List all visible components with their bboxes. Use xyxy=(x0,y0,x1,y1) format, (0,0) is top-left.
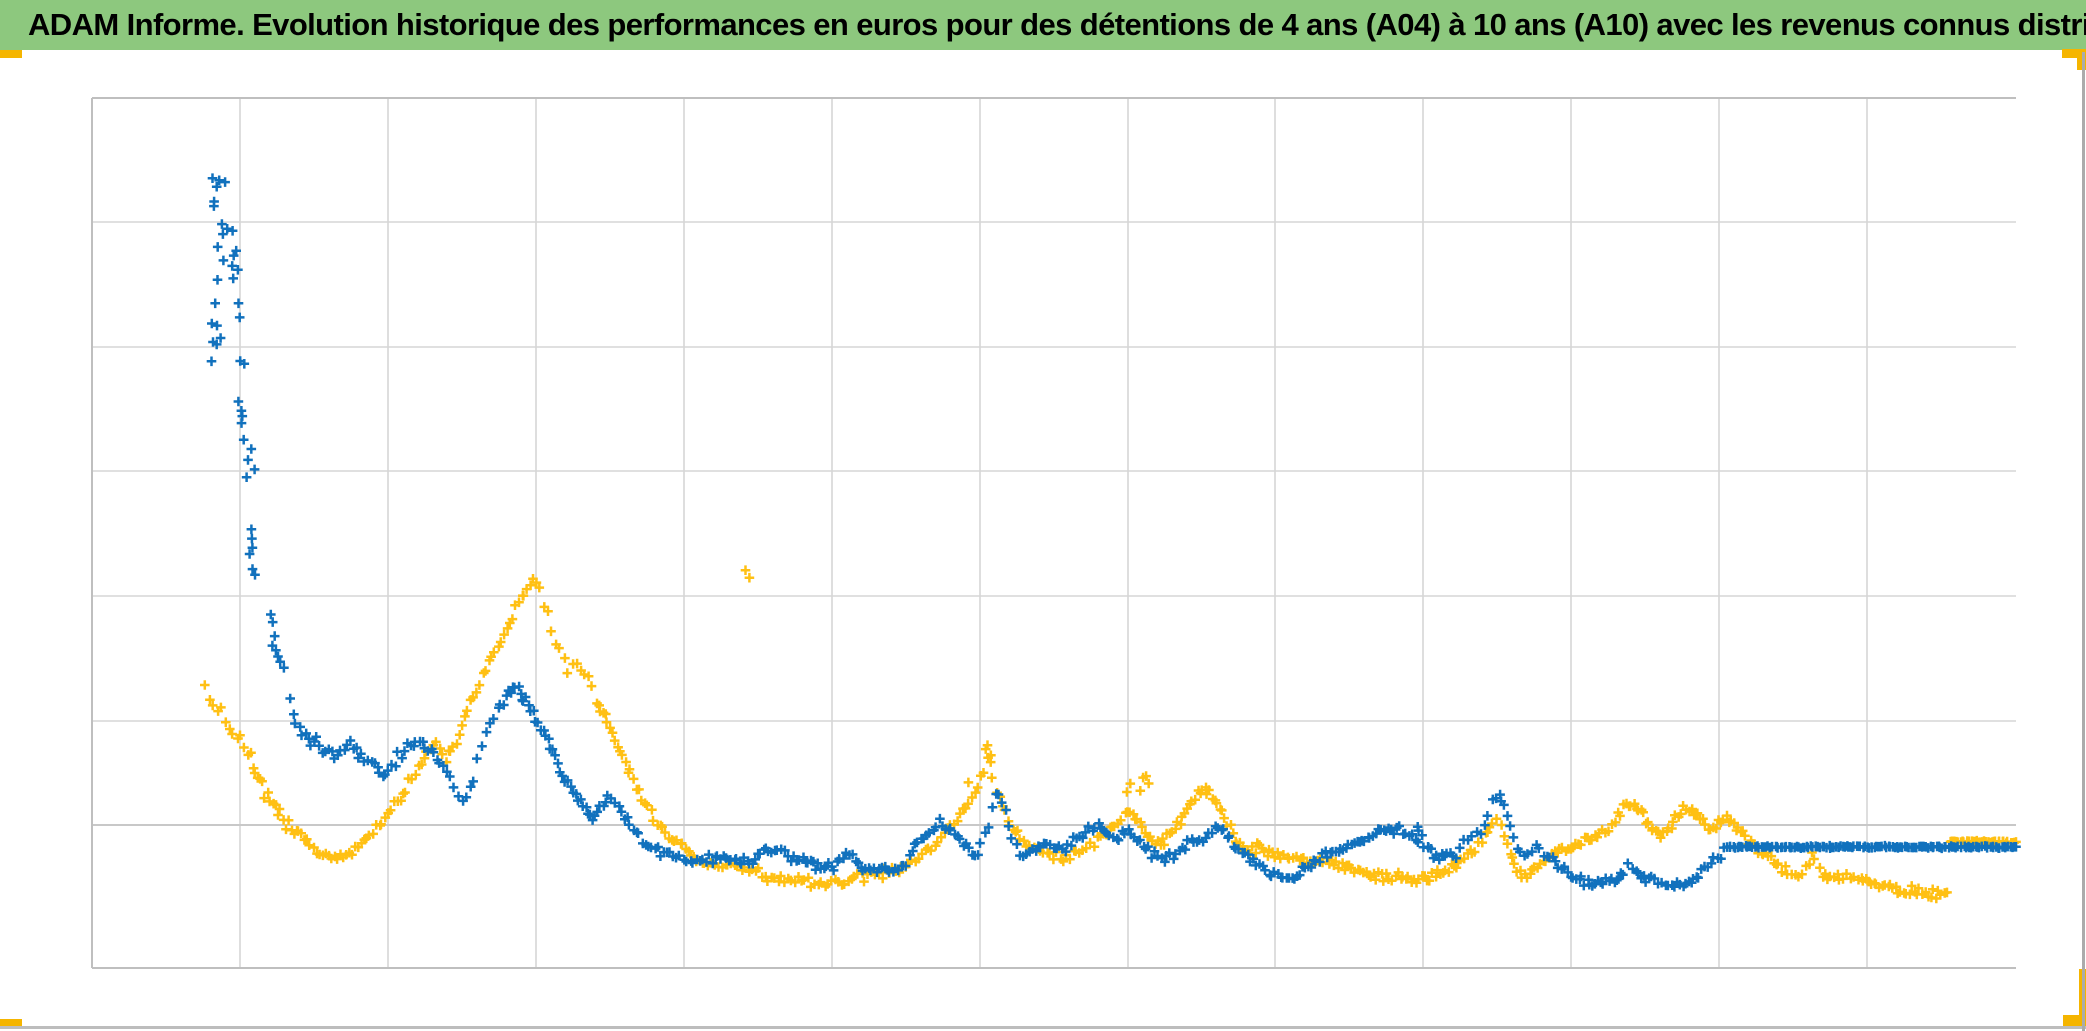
right-edge-line xyxy=(2082,52,2085,1031)
plot-border xyxy=(91,97,2016,969)
bottom-rule xyxy=(0,1026,2086,1029)
series-layer xyxy=(200,173,2021,904)
plot-gridlines xyxy=(92,98,2016,968)
frame-corner-bottom-right xyxy=(2063,1015,2086,1026)
chart-region xyxy=(0,50,2086,1031)
page-title: ADAM Informe. Evolution historique des p… xyxy=(28,7,2086,42)
title-bar: ADAM Informe. Evolution historique des p… xyxy=(0,0,2086,50)
blue-series xyxy=(206,173,2021,892)
frame-corner-top-right xyxy=(2062,49,2086,58)
frame-corner-bottom-left xyxy=(0,1019,22,1028)
frame-corner-top-right-vertical xyxy=(2077,49,2086,70)
scatter-chart xyxy=(91,97,2021,969)
frame-corner-top-left xyxy=(0,50,22,58)
gold-series xyxy=(200,565,2021,904)
